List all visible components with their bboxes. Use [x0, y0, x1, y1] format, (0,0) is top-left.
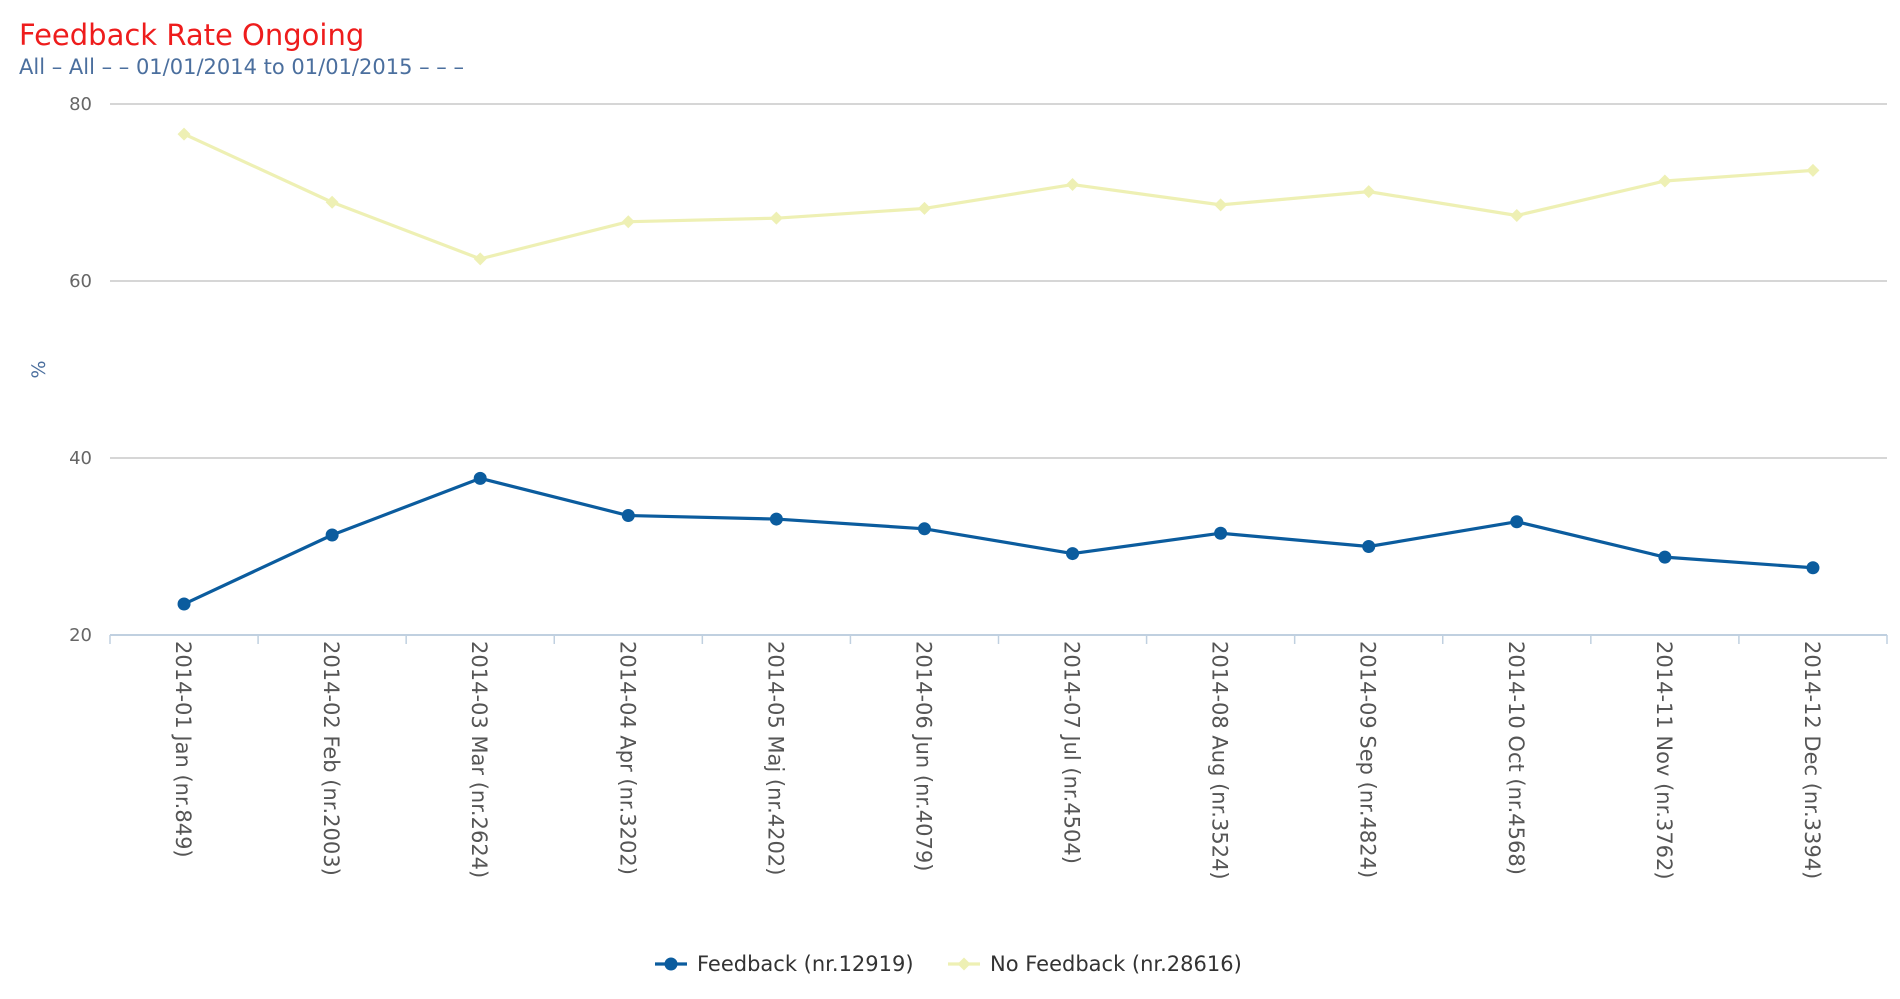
- legend-item[interactable]: Feedback (nr.12919): [655, 952, 914, 976]
- y-tick-label: 80: [69, 94, 92, 115]
- series: [177, 127, 1820, 611]
- x-tick-label: 2014-12 Dec (nr.3394): [1800, 641, 1824, 879]
- series-1: [177, 471, 1820, 611]
- data-point[interactable]: [1066, 178, 1080, 192]
- data-point[interactable]: [325, 528, 339, 542]
- x-tick-label: 2014-04 Apr (nr.3202): [615, 641, 639, 875]
- data-point[interactable]: [1066, 547, 1080, 561]
- y-tick-label: 20: [69, 625, 92, 646]
- data-point[interactable]: [1214, 526, 1228, 540]
- grid-lines: [110, 103, 1887, 459]
- legend-marker: [664, 957, 678, 971]
- data-point[interactable]: [1362, 540, 1376, 553]
- x-tick-label: 2014-01 Jan (nr.849): [171, 641, 195, 858]
- axes: 20 40 60 80% 2014-01 Jan (nr.849) 2014-02 Feb…: [28, 94, 1888, 880]
- x-tick-label: 2014-10 Oct (nr.4568): [1504, 641, 1528, 875]
- legend-marker: [957, 957, 971, 971]
- legend-item[interactable]: No Feedback (nr.28616): [948, 952, 1242, 976]
- data-point[interactable]: [917, 201, 931, 215]
- legend-label: No Feedback (nr.28616): [990, 952, 1242, 976]
- chart-subtitle: All – All – – 01/01/2014 to 01/01/2015 –…: [19, 55, 464, 79]
- y-axis-label: %: [28, 360, 50, 378]
- data-point[interactable]: [621, 509, 635, 523]
- series-line: [183, 132, 1814, 261]
- x-tick-label: 2014-05 Maj (nr.4202): [763, 641, 787, 875]
- data-point[interactable]: [1214, 198, 1228, 212]
- data-point[interactable]: [1658, 550, 1672, 564]
- x-tick-label: 2014-11 Nov (nr.3762): [1652, 641, 1676, 880]
- x-tick-label: 2014-08 Aug (nr.3524): [1208, 641, 1232, 880]
- data-point[interactable]: [769, 211, 783, 225]
- data-point[interactable]: [769, 512, 783, 526]
- chart-title: Feedback Rate Ongoing: [19, 18, 365, 52]
- series-2: [177, 127, 1820, 266]
- legend-label: Feedback (nr.12919): [697, 952, 914, 976]
- data-point[interactable]: [1510, 209, 1524, 223]
- y-tick-label: 40: [69, 448, 92, 469]
- data-point[interactable]: [1806, 163, 1820, 177]
- data-point[interactable]: [325, 195, 339, 209]
- data-point[interactable]: [177, 597, 191, 611]
- data-point[interactable]: [473, 471, 487, 485]
- x-tick-label: 2014-06 Jun (nr.4079): [911, 641, 935, 871]
- x-tick-label: 2014-03 Mar (nr.2624): [467, 641, 491, 878]
- data-point[interactable]: [1362, 185, 1376, 199]
- data-point[interactable]: [473, 252, 487, 266]
- data-point[interactable]: [1510, 515, 1524, 529]
- y-tick-label: 60: [69, 271, 92, 292]
- data-point[interactable]: [917, 522, 931, 536]
- data-point[interactable]: [1658, 174, 1672, 188]
- x-tick-label: 2014-09 Sep (nr.4824): [1356, 641, 1380, 878]
- data-point[interactable]: [621, 215, 635, 229]
- legend: Feedback (nr.12919) No Feedback (nr.28616…: [655, 952, 1242, 976]
- x-tick-label: 2014-02 Feb (nr.2003): [319, 641, 343, 876]
- data-point[interactable]: [1806, 561, 1820, 575]
- x-tick-label: 2014-07 Jul (nr.4504): [1060, 641, 1084, 864]
- series-line: [183, 476, 1814, 606]
- data-point[interactable]: [177, 127, 191, 141]
